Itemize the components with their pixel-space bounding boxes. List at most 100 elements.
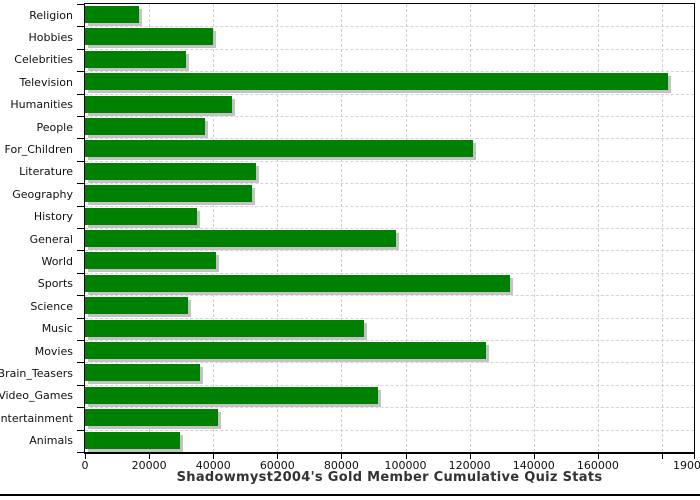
x-axis-tick (597, 454, 599, 459)
x-axis-tick (533, 454, 535, 459)
y-gridline (85, 160, 694, 162)
y-axis-tick (77, 407, 85, 409)
y-gridline (85, 317, 694, 319)
x-axis-label: 100000 (384, 459, 427, 472)
y-axis-label: Hobbies (28, 31, 73, 45)
x-axis-label: 120000 (448, 459, 491, 472)
x-axis-label: 20000 (131, 459, 167, 472)
x-axis-tick (694, 454, 695, 459)
y-gridline (85, 48, 694, 50)
y-axis-tick (77, 362, 85, 364)
y-axis-tick (77, 295, 85, 297)
bar-for_children (85, 140, 473, 158)
y-axis-tick (77, 340, 85, 341)
y-axis-tick (77, 429, 85, 431)
bar-general (85, 230, 396, 247)
bar-literature (85, 162, 257, 180)
y-axis-label: Animals (29, 434, 73, 448)
x-axis-tick (149, 454, 151, 459)
y-axis-label: Movies (34, 344, 73, 358)
x-axis-label: 160000 (576, 459, 619, 472)
y-gridline (85, 340, 694, 341)
y-axis-label: Television (19, 75, 74, 89)
y-axis-label: General (29, 232, 73, 246)
x-axis-tick (277, 454, 279, 459)
y-axis-label: Entertainment (0, 411, 73, 425)
y-axis-tick (77, 26, 85, 28)
bar-video_games (85, 386, 379, 404)
y-axis-tick (77, 452, 85, 453)
x-axis-tick (469, 454, 471, 459)
y-axis-label: Brain_Teasers (0, 367, 73, 381)
y-axis-tick (77, 48, 85, 50)
bottom-divider (0, 494, 700, 496)
bar-sports (85, 274, 510, 292)
y-axis-tick (77, 4, 85, 5)
x-axis-label: 190000 (673, 459, 700, 472)
bar-movies (85, 342, 486, 359)
x-axis-label: 80000 (323, 459, 359, 472)
y-axis-tick (77, 183, 85, 185)
y-axis-tick (77, 205, 85, 207)
y-gridline (85, 384, 694, 386)
bar-science (85, 297, 188, 315)
y-gridline (85, 407, 694, 409)
y-axis-label: Music (41, 322, 73, 336)
x-axis-label: 60000 (259, 459, 295, 472)
y-gridline (85, 295, 694, 297)
x-axis-label: 140000 (512, 459, 555, 472)
bar-celebrities (85, 50, 186, 68)
bar-humanities (85, 95, 233, 113)
y-axis-label: Video_Games (0, 389, 73, 403)
y-axis-label: Science (30, 299, 73, 313)
chart-title: Shadowmyst2004's Gold Member Cumulative … (176, 470, 603, 485)
bar-entertainment (85, 409, 219, 427)
y-axis-tick (77, 93, 85, 95)
y-axis-label: Humanities (10, 98, 73, 112)
y-axis-tick (77, 272, 85, 274)
x-axis-tick (341, 454, 343, 459)
y-gridline (85, 205, 694, 207)
y-gridline (85, 272, 694, 274)
bar-animals (85, 431, 180, 449)
y-axis-label: Religion (29, 8, 73, 22)
bar-people (85, 118, 205, 135)
y-gridline (85, 250, 694, 252)
y-axis-tick (77, 71, 85, 73)
bar-television (85, 73, 669, 91)
y-axis-label: Geography (12, 187, 73, 201)
y-axis-tick (77, 228, 85, 229)
bar-history (85, 207, 198, 225)
y-axis-label: People (36, 120, 73, 134)
x-axis-tick (661, 454, 663, 459)
y-gridline (85, 183, 694, 185)
bar-music (85, 319, 364, 337)
y-gridline (85, 429, 694, 431)
bar-geography (85, 185, 252, 203)
x-axis-tick (85, 454, 86, 459)
y-gridline (85, 362, 694, 364)
y-gridline (85, 26, 694, 28)
y-gridline (85, 228, 694, 229)
y-axis-tick (77, 250, 85, 252)
y-gridline (85, 71, 694, 73)
x-axis-label: 40000 (195, 459, 231, 472)
y-gridline (85, 138, 694, 140)
y-gridline (85, 116, 694, 117)
x-axis-tick (213, 454, 215, 459)
y-axis-label: For_Children (4, 143, 73, 157)
y-axis-label: History (33, 210, 73, 224)
bar-religion (85, 6, 140, 23)
y-axis-tick (77, 138, 85, 140)
x-axis-tick (405, 454, 407, 459)
y-axis-tick (77, 160, 85, 162)
bar-world (85, 252, 217, 270)
y-axis-tick (77, 384, 85, 386)
bar-brain_teasers (85, 364, 201, 382)
y-gridline (85, 93, 694, 95)
x-axis-label: 0 (81, 459, 89, 472)
y-axis-tick (77, 116, 85, 117)
bar-hobbies (85, 28, 213, 46)
y-axis-label: Literature (19, 165, 73, 179)
